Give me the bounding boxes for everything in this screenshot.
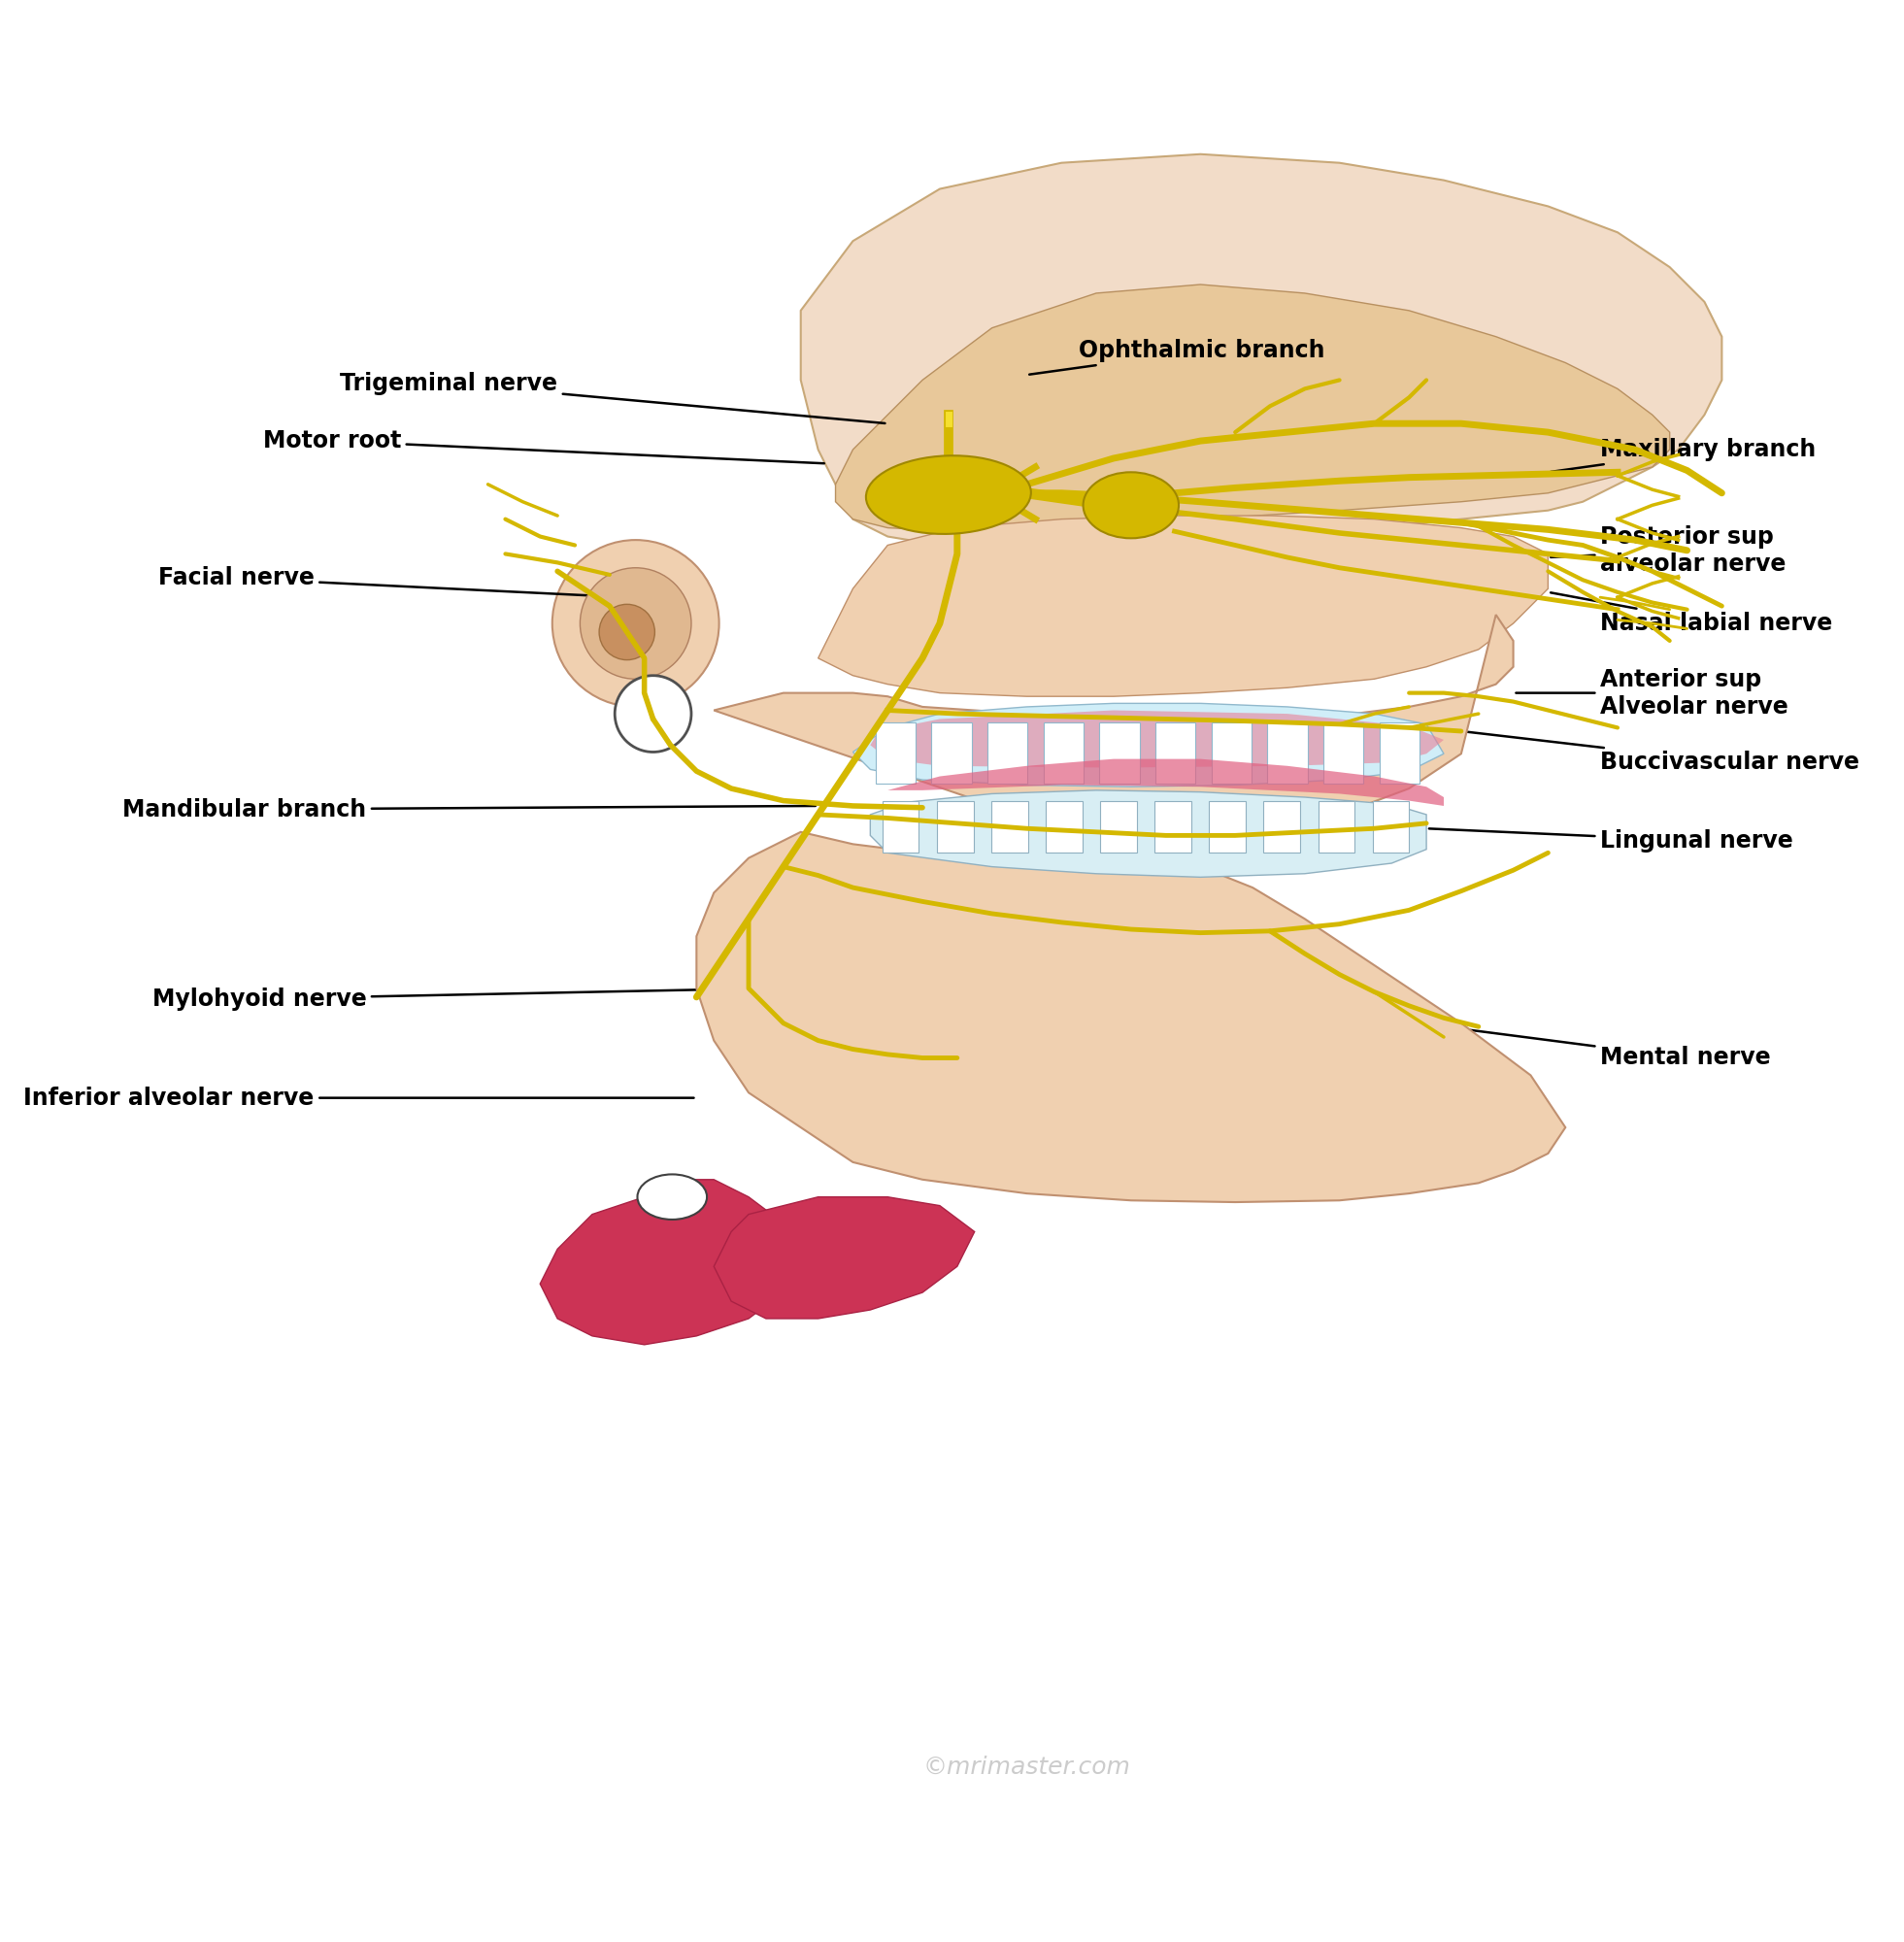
- Bar: [1209, 800, 1245, 853]
- Bar: [1373, 800, 1409, 853]
- Bar: [876, 722, 916, 783]
- Bar: [1380, 722, 1420, 783]
- Polygon shape: [870, 711, 1443, 767]
- Polygon shape: [541, 1179, 802, 1344]
- Polygon shape: [802, 153, 1721, 553]
- Ellipse shape: [638, 1175, 706, 1220]
- Text: Anterior sup
Alveolar nerve: Anterior sup Alveolar nerve: [1516, 668, 1788, 719]
- Bar: [1101, 800, 1137, 853]
- Polygon shape: [714, 1196, 975, 1319]
- Ellipse shape: [1083, 472, 1179, 538]
- Bar: [937, 800, 973, 853]
- Polygon shape: [870, 790, 1426, 878]
- Text: Mylohyoid nerve: Mylohyoid nerve: [152, 987, 764, 1010]
- Bar: [1045, 800, 1081, 853]
- Text: Ophthalmic branch: Ophthalmic branch: [1030, 340, 1325, 375]
- Polygon shape: [697, 616, 1565, 1202]
- Bar: [1264, 800, 1300, 853]
- Bar: [1099, 722, 1139, 783]
- Text: Nasal labial nerve: Nasal labial nerve: [1550, 592, 1832, 635]
- Polygon shape: [836, 284, 1670, 532]
- Text: ©mrimaster.com: ©mrimaster.com: [923, 1756, 1131, 1779]
- Bar: [1154, 800, 1192, 853]
- Text: Mental nerve: Mental nerve: [1447, 1027, 1771, 1070]
- Polygon shape: [887, 759, 1443, 806]
- Circle shape: [581, 567, 691, 680]
- Bar: [992, 800, 1028, 853]
- Ellipse shape: [866, 456, 1030, 534]
- Circle shape: [552, 540, 720, 707]
- Bar: [931, 722, 971, 783]
- Bar: [1156, 722, 1196, 783]
- Text: Facial nerve: Facial nerve: [158, 567, 625, 598]
- Circle shape: [615, 676, 691, 752]
- Bar: [1043, 722, 1083, 783]
- Bar: [882, 800, 920, 853]
- Text: Mandibular branch: Mandibular branch: [122, 798, 815, 821]
- Bar: [1323, 722, 1363, 783]
- Circle shape: [600, 604, 655, 660]
- Text: Lingunal nerve: Lingunal nerve: [1430, 829, 1794, 853]
- Text: Posterior sup
alveolar nerve: Posterior sup alveolar nerve: [1550, 524, 1786, 575]
- Bar: [1318, 800, 1354, 853]
- Bar: [988, 722, 1028, 783]
- Bar: [1268, 722, 1308, 783]
- Text: Trigeminal nerve: Trigeminal nerve: [341, 373, 885, 423]
- Bar: [1211, 722, 1251, 783]
- Polygon shape: [819, 517, 1548, 697]
- Text: Inferior alveolar nerve: Inferior alveolar nerve: [23, 1086, 693, 1109]
- Text: Motor root: Motor root: [263, 429, 824, 464]
- Text: Maxillary branch: Maxillary branch: [1550, 439, 1816, 472]
- Polygon shape: [853, 703, 1443, 787]
- Text: Buccivascular nerve: Buccivascular nerve: [1464, 732, 1860, 775]
